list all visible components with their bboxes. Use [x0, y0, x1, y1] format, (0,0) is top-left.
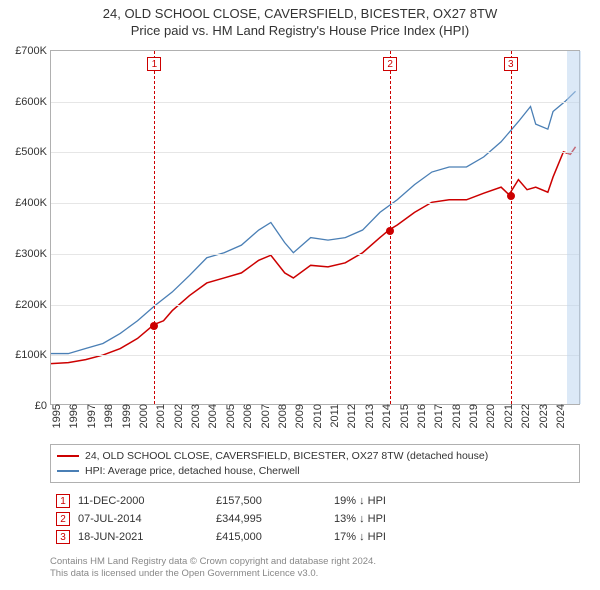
event-row: 3 18-JUN-2021 £415,000 17% ↓ HPI	[50, 528, 580, 546]
x-tick-label: 2012	[342, 404, 358, 428]
y-tick-label: £300K	[15, 248, 51, 260]
x-tick-label: 2010	[308, 404, 324, 428]
x-tick-label: 2017	[429, 404, 445, 428]
legend-item-price-paid: 24, OLD SCHOOL CLOSE, CAVERSFIELD, BICES…	[57, 449, 573, 464]
legend-swatch	[57, 455, 79, 457]
footer-line-1: Contains HM Land Registry data © Crown c…	[50, 556, 580, 568]
x-tick-label: 2006	[238, 404, 254, 428]
gridline	[51, 254, 579, 255]
legend-swatch	[57, 470, 79, 472]
event-line	[154, 51, 155, 404]
x-tick-label: 1995	[47, 404, 63, 428]
event-delta: 19% ↓ HPI	[334, 495, 454, 507]
event-marker-box: 3	[56, 530, 70, 544]
event-price: £415,000	[216, 531, 326, 543]
y-tick-label: £700K	[15, 45, 51, 57]
gridline	[51, 355, 579, 356]
x-tick-label: 2016	[412, 404, 428, 428]
series-line-hpi	[51, 91, 576, 353]
x-tick-label: 2018	[447, 404, 463, 428]
footer-line-2: This data is licensed under the Open Gov…	[50, 568, 580, 580]
x-tick-label: 2015	[395, 404, 411, 428]
x-tick-label: 2024	[551, 404, 567, 428]
x-tick-label: 2008	[273, 404, 289, 428]
event-marker-box: 1	[56, 494, 70, 508]
x-tick-label: 2009	[290, 404, 306, 428]
y-tick-label: £200K	[15, 299, 51, 311]
event-marker-box: 3	[504, 57, 518, 71]
events-table: 1 11-DEC-2000 £157,500 19% ↓ HPI 2 07-JUL-201…	[50, 492, 580, 546]
event-date: 11-DEC-2000	[78, 495, 208, 507]
x-tick-label: 2013	[360, 404, 376, 428]
legend: 24, OLD SCHOOL CLOSE, CAVERSFIELD, BICES…	[50, 444, 580, 483]
gridline	[51, 305, 579, 306]
gridline	[51, 152, 579, 153]
event-marker-box: 2	[383, 57, 397, 71]
title-line-1: 24, OLD SCHOOL CLOSE, CAVERSFIELD, BICES…	[0, 6, 600, 23]
event-date: 07-JUL-2014	[78, 513, 208, 525]
legend-label: 24, OLD SCHOOL CLOSE, CAVERSFIELD, BICES…	[85, 449, 488, 464]
x-tick-label: 2007	[256, 404, 272, 428]
x-tick-label: 2014	[377, 404, 393, 428]
plot-area: £0£100K£200K£300K£400K£500K£600K£700K199…	[50, 50, 580, 405]
x-tick-label: 2021	[499, 404, 515, 428]
y-tick-label: £100K	[15, 349, 51, 361]
x-tick-label: 2003	[186, 404, 202, 428]
x-tick-label: 1999	[117, 404, 133, 428]
x-tick-label: 2002	[169, 404, 185, 428]
series-marker	[386, 227, 394, 235]
x-tick-label: 2005	[221, 404, 237, 428]
x-tick-label: 2023	[534, 404, 550, 428]
x-tick-label: 2011	[325, 404, 341, 428]
x-tick-label: 2022	[516, 404, 532, 428]
event-marker-box: 2	[56, 512, 70, 526]
event-row: 1 11-DEC-2000 £157,500 19% ↓ HPI	[50, 492, 580, 510]
legend-item-hpi: HPI: Average price, detached house, Cher…	[57, 464, 573, 479]
event-delta: 17% ↓ HPI	[334, 531, 454, 543]
gridline	[51, 203, 579, 204]
event-price: £344,995	[216, 513, 326, 525]
y-tick-label: £400K	[15, 197, 51, 209]
x-tick-label: 2019	[464, 404, 480, 428]
event-row: 2 07-JUL-2014 £344,995 13% ↓ HPI	[50, 510, 580, 528]
gridline	[51, 102, 579, 103]
series-marker	[507, 192, 515, 200]
event-line	[511, 51, 512, 404]
x-tick-label: 1998	[99, 404, 115, 428]
title-line-2: Price paid vs. HM Land Registry's House …	[0, 23, 600, 40]
legend-label: HPI: Average price, detached house, Cher…	[85, 464, 300, 479]
x-tick-label: 2020	[481, 404, 497, 428]
series-svg	[51, 51, 579, 404]
x-tick-label: 2001	[151, 404, 167, 428]
series-line-price_paid	[51, 147, 576, 364]
chart-title: 24, OLD SCHOOL CLOSE, CAVERSFIELD, BICES…	[0, 0, 600, 40]
shaded-forecast-region	[567, 51, 581, 404]
event-delta: 13% ↓ HPI	[334, 513, 454, 525]
x-tick-label: 2004	[203, 404, 219, 428]
x-tick-label: 1997	[82, 404, 98, 428]
y-tick-label: £600K	[15, 96, 51, 108]
y-tick-label: £500K	[15, 146, 51, 158]
series-marker	[150, 322, 158, 330]
x-tick-label: 1996	[64, 404, 80, 428]
x-tick-label: 2000	[134, 404, 150, 428]
event-marker-box: 1	[147, 57, 161, 71]
chart-container: 24, OLD SCHOOL CLOSE, CAVERSFIELD, BICES…	[0, 0, 600, 590]
event-price: £157,500	[216, 495, 326, 507]
footer-attribution: Contains HM Land Registry data © Crown c…	[50, 556, 580, 581]
event-date: 18-JUN-2021	[78, 531, 208, 543]
